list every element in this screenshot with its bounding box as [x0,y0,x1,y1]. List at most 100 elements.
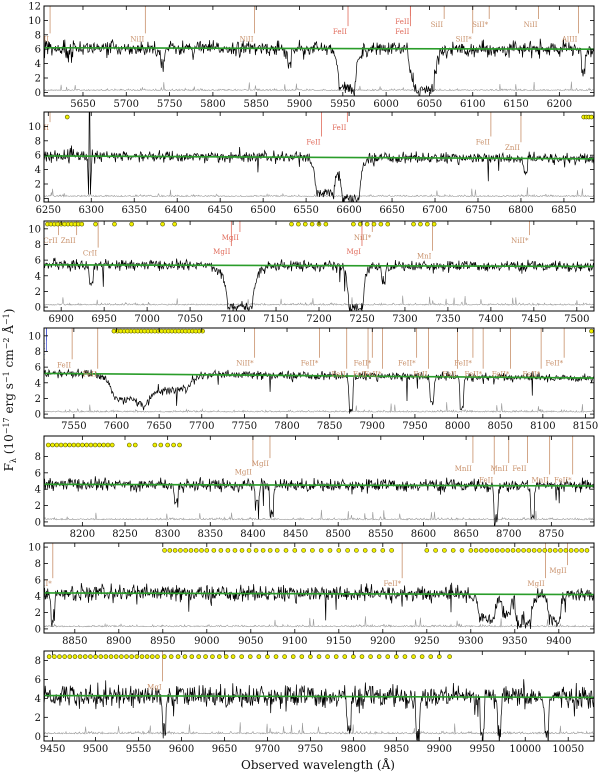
x-tick-label: 7650 [146,421,171,432]
masked-marker [274,548,280,553]
x-tick-label: 6100 [460,99,485,110]
x-tick-label: 5650 [70,99,95,110]
line-label: MgII [213,248,230,256]
x-tick-label: 7400 [478,314,503,325]
x-tick-label: 7950 [402,421,427,432]
masked-marker [354,548,359,553]
panel-plot-area: FeII NiII NiII FeII FeII FeII SiII SiII* SiII* Ni… [44,6,594,96]
masked-marker [79,221,85,227]
x-tick-label: 9600 [169,744,194,755]
masked-marker [385,221,391,227]
masked-marker [371,548,377,553]
x-tick-label: 8500 [325,529,350,540]
masked-marker [433,548,438,553]
panel-plot-area: FeII* FeII* MgII MgII [44,543,594,630]
masked-marker [542,548,548,553]
masked-marker [459,548,465,553]
y-tick-label: 6 [35,575,41,586]
masked-marker [368,654,373,659]
x-tick-label: 9850 [384,744,409,755]
x-tick-label: 5750 [157,99,182,110]
masked-marker [77,654,83,659]
x-tick-label: 9000 [194,636,219,647]
x-tick-label: 6600 [336,205,361,216]
x-tick-label: 9750 [298,744,323,755]
x-tick-label: 8150 [573,421,598,432]
flux-spectrum [44,112,594,202]
masked-marker [437,654,442,659]
masked-marker [46,654,52,659]
masked-marker [71,442,77,448]
x-tick-label: 9950 [470,744,495,755]
x-tick-label: 7750 [232,421,257,432]
y-tick-label: 2 [35,74,41,85]
masked-marker [58,442,64,448]
x-tick-label: 8600 [411,529,436,540]
masked-marker [323,221,329,227]
continuum-fit [44,483,594,487]
x-tick-label: 5900 [287,99,312,110]
masked-marker [290,654,296,659]
y-tick-label: 8 [35,656,41,667]
x-tick-label: 9700 [255,744,280,755]
x-tick-label: 7050 [177,314,202,325]
masked-marker [172,221,177,227]
x-tick-label: 7200 [306,314,331,325]
y-tick-label: 4 [35,59,41,70]
x-tick-label: 7850 [317,421,342,432]
line-label: MgII [28,353,45,361]
spectrum-panel-2: AlIII FeII FeII FeII ZnII 6250 6300 6350 6400 645… [28,111,595,216]
y-tick-label: 8 [35,136,41,147]
masked-marker [160,221,165,227]
x-tick-label: 6250 [36,205,61,216]
masked-marker [175,654,181,659]
y-tick-label: 0 [35,303,41,314]
y-tick-label: 0 [35,732,41,743]
x-tick-label: 9550 [126,744,151,755]
x-tick-label: 8450 [283,529,308,540]
masked-marker [479,548,484,553]
x-tick-label: 8750 [539,529,564,540]
masked-marker [112,221,117,227]
y-tick-label: 4 [35,485,41,496]
y-tick-label: 6 [35,468,41,479]
line-label: MgII [222,234,239,242]
masked-marker [299,654,305,659]
panel-frame [43,327,595,419]
masked-marker [211,548,217,553]
line-label: FeII* [384,580,402,588]
line-label: FeII [512,465,526,473]
line-label: NiII* [511,237,529,245]
line-label: FeII* [554,476,572,484]
line-label: FeII* [492,371,510,379]
x-tick-label: 8400 [240,529,265,540]
masked-marker [149,654,155,659]
masked-marker [273,654,279,659]
masked-marker [239,654,244,659]
masked-marker [418,221,423,227]
y-tick-label: 2 [35,394,41,405]
y-tick-label: 6 [35,363,41,374]
masked-marker [292,548,298,553]
masked-marker [45,442,51,448]
y-tick-label: 2 [35,608,41,619]
y-tick-label: 0 [35,194,41,205]
masked-marker [203,654,208,659]
masked-marker [468,548,474,553]
masked-marker [308,654,313,659]
masked-marker [64,114,70,120]
line-label: FeII* [354,360,372,368]
x-tick-label: 6950 [91,314,116,325]
masked-marker [57,654,62,659]
masked-marker [88,654,93,659]
masked-marker [167,548,173,553]
error-spectrum [44,402,594,414]
masked-marker [162,654,167,659]
line-label: FeII [332,371,346,379]
line-label: FeII* [522,371,540,379]
masked-marker [351,221,356,227]
y-tick-label: 6 [35,151,41,162]
masked-marker [188,548,194,553]
y-tick-label: 4 [35,378,41,389]
